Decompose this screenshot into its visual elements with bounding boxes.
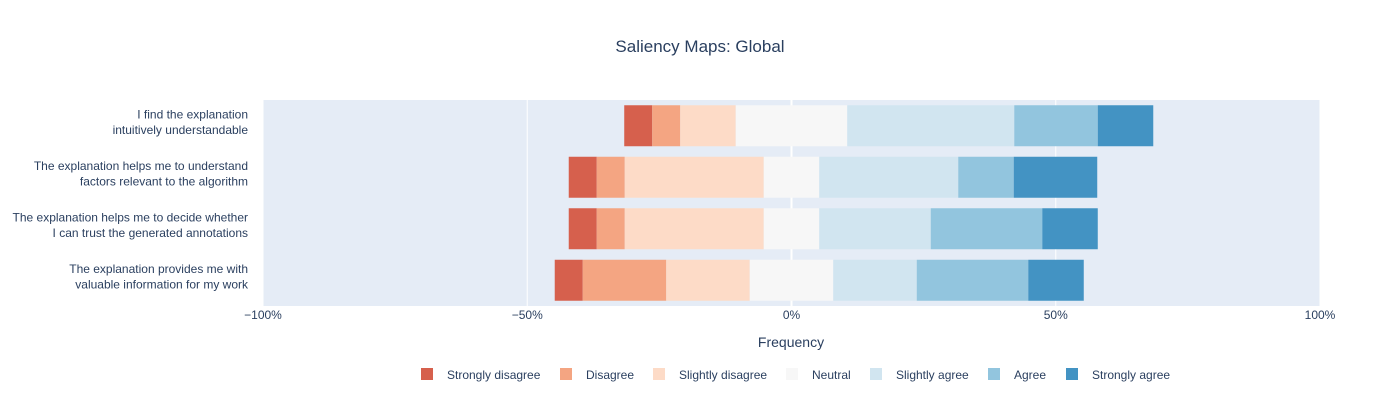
bar-segment[interactable] (763, 156, 820, 198)
bar-segment[interactable] (930, 208, 1043, 250)
bar-segment[interactable] (624, 208, 764, 250)
legend: Strongly disagree Disagree Slightly disagr… (421, 368, 1170, 382)
bar-segment[interactable] (819, 156, 959, 198)
bar-segment[interactable] (554, 259, 583, 301)
x-tick-label: 100% (1305, 308, 1336, 322)
bar-segment[interactable] (749, 259, 834, 301)
legend-label: Slightly agree (896, 368, 969, 382)
bar-segment[interactable] (666, 259, 750, 301)
legend-swatch (1066, 368, 1078, 380)
x-tick-label: −100% (244, 308, 282, 322)
bar-segment[interactable] (958, 156, 1014, 198)
bar-segment[interactable] (624, 156, 764, 198)
y-tick-label: The explanation helps me to decide wheth… (13, 210, 248, 240)
legend-swatch (870, 368, 882, 380)
bar-segment[interactable] (833, 259, 917, 301)
legend-label: Strongly agree (1092, 368, 1170, 382)
bar-segment[interactable] (624, 105, 653, 147)
legend-swatch (988, 368, 1000, 380)
x-tick-label: 0% (783, 308, 801, 322)
y-axis-labels: I find the explanation intuitively unders… (13, 107, 249, 291)
bar-segment[interactable] (847, 105, 1015, 147)
bar-segment[interactable] (596, 208, 625, 250)
chart-title: Saliency Maps: Global (615, 37, 784, 56)
bar-segment[interactable] (680, 105, 736, 147)
legend-swatch (421, 368, 433, 380)
bar-segment[interactable] (1014, 105, 1098, 147)
legend-swatch (786, 368, 798, 380)
bar-segment[interactable] (1097, 105, 1154, 147)
bar-segment[interactable] (1028, 259, 1084, 301)
legend-label: Strongly disagree (447, 368, 541, 382)
legend-label: Disagree (586, 368, 634, 382)
bar-segment[interactable] (596, 156, 625, 198)
bar-segment[interactable] (582, 259, 667, 301)
bar-segment[interactable] (763, 208, 820, 250)
bar-segment[interactable] (568, 156, 597, 198)
x-axis-ticks: −100% −50% 0% 50% 100% (244, 308, 1336, 322)
legend-label: Agree (1014, 368, 1046, 382)
y-tick-label: I find the explanation intuitively unders… (113, 107, 249, 137)
x-tick-label: 50% (1044, 308, 1068, 322)
bar-segment[interactable] (1042, 208, 1098, 250)
bar-segment[interactable] (652, 105, 681, 147)
legend-label: Slightly disagree (679, 368, 767, 382)
bar-segment[interactable] (1013, 156, 1098, 198)
bar-segment[interactable] (568, 208, 597, 250)
bar-segment[interactable] (819, 208, 931, 250)
bars (554, 105, 1154, 301)
legend-swatch (560, 368, 572, 380)
x-tick-label: −50% (512, 308, 543, 322)
bar-segment[interactable] (916, 259, 1029, 301)
legend-label: Neutral (812, 368, 851, 382)
y-tick-label: The explanation provides me with valuable… (69, 262, 249, 292)
y-tick-label: The explanation helps me to understand fa… (34, 159, 248, 189)
bar-segment[interactable] (735, 105, 848, 147)
x-axis-label: Frequency (758, 334, 824, 350)
legend-swatch (653, 368, 665, 380)
